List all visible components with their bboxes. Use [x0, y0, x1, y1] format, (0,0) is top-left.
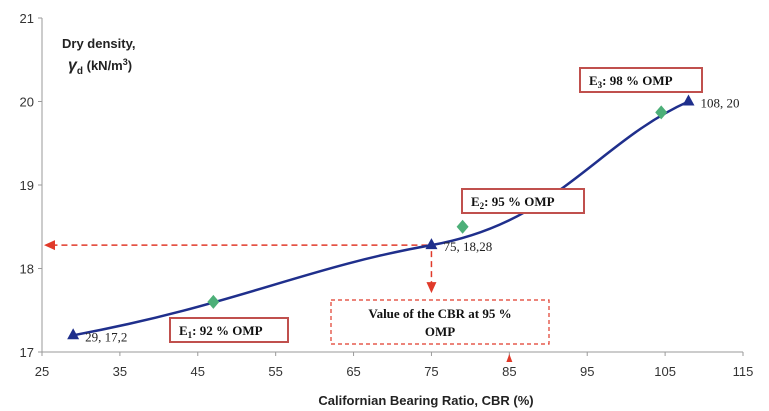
diamond-point: [456, 219, 469, 234]
y-tick-label: 17: [20, 345, 34, 360]
annotation-e2: E2: 95 % OMP: [461, 188, 585, 214]
annotation-e2-text: E2: 95 % OMP: [471, 194, 555, 211]
x-tick-label: 115: [733, 364, 754, 379]
y-tick-label: 21: [20, 11, 34, 26]
annotation-e1-text: E1: 92 % OMP: [179, 323, 263, 340]
x-tick-label: 65: [346, 364, 360, 379]
y-tick-label: 18: [20, 262, 34, 277]
annotation-e3-text: E3: 98 % OMP: [589, 73, 673, 90]
x-tick-label: 75: [424, 364, 438, 379]
x-tick-label: 95: [580, 364, 594, 379]
triangle-point: [425, 238, 438, 250]
triangle-point: [682, 94, 695, 106]
y-axis-title-line2: γd (kN/m3): [68, 57, 132, 77]
y-tick-label: 20: [20, 95, 34, 110]
x-tick-label: 55: [268, 364, 282, 379]
x-tick-label: 105: [654, 364, 676, 379]
ref-arrow-up-cbr: [506, 354, 513, 362]
y-tick-label: 19: [20, 178, 34, 193]
y-tick-group: 17 18 19 20 21: [20, 11, 42, 360]
diamond-point: [207, 294, 220, 309]
cbr-note-box: [330, 299, 550, 345]
reference-lines: [44, 240, 513, 362]
diamond-point: [655, 105, 668, 120]
data-markers: 29, 17,2 75, 18,28 108, 20: [67, 94, 739, 344]
cbr-note-line2: OMP: [425, 324, 455, 339]
x-tick-group: 25 35 45 55 65 75 85 95 105 115: [35, 352, 754, 379]
x-tick-label: 25: [35, 364, 49, 379]
cbr-note: Value of the CBR at 95 % OMP: [330, 299, 550, 345]
ref-arrow-down: [426, 282, 437, 294]
cbr-note-line1: Value of the CBR at 95 %: [368, 306, 511, 321]
y-axis-title-line1: Dry density,: [62, 36, 135, 51]
point-label: 29, 17,2: [85, 329, 127, 344]
x-axis-title: Californian Bearing Ratio, CBR (%): [318, 393, 533, 408]
annotation-e3: E3: 98 % OMP: [579, 67, 703, 93]
ref-arrow-left: [44, 240, 55, 251]
x-tick-label: 35: [113, 364, 127, 379]
point-label: 108, 20: [700, 96, 739, 111]
triangle-point: [67, 328, 80, 340]
x-tick-label: 85: [502, 364, 516, 379]
annotation-e3-box: [579, 67, 703, 93]
annotation-e2-box: [461, 188, 585, 214]
annotation-e1-box: [169, 317, 289, 343]
annotation-e1: E1: 92 % OMP: [169, 317, 289, 343]
point-label: 75, 18,28: [443, 239, 492, 254]
x-tick-label: 45: [191, 364, 205, 379]
